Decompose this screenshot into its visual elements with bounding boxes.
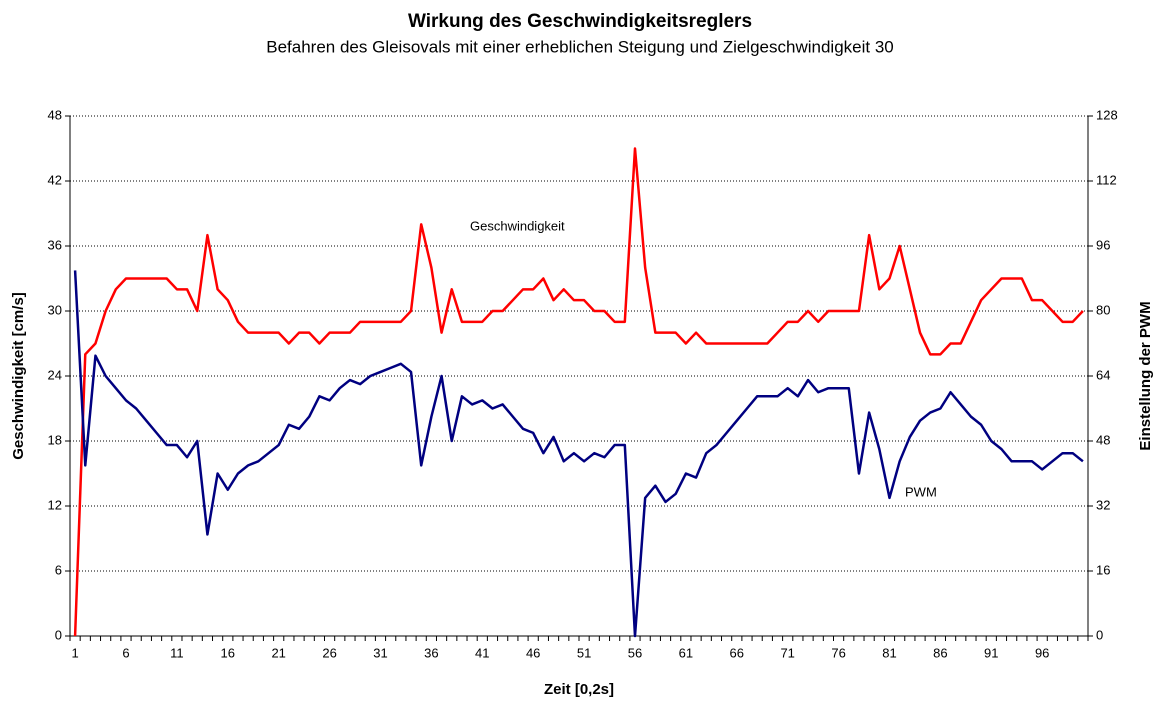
x-tick-label: 76: [831, 645, 845, 660]
x-axis-label: Zeit [0,2s]: [544, 681, 614, 698]
y2-tick-label: 96: [1096, 237, 1110, 252]
y-tick-label: 24: [48, 367, 62, 382]
y-tick-label: 36: [48, 237, 62, 252]
y2-tick-label: 48: [1096, 432, 1110, 447]
y2-tick-label: 0: [1096, 627, 1103, 642]
x-tick-label: 6: [122, 645, 129, 660]
y-tick-label: 18: [48, 432, 62, 447]
series-line: [73, 147, 1084, 637]
y2-tick-label: 64: [1096, 367, 1110, 382]
series-label: PWM: [905, 484, 937, 499]
y2-tick-label: 32: [1096, 497, 1110, 512]
x-tick-label: 41: [475, 645, 489, 660]
x-tick-label: 91: [984, 645, 998, 660]
x-tick-label: 46: [526, 645, 540, 660]
y-tick-label: 48: [48, 107, 62, 122]
series-label: Geschwindigkeit: [470, 218, 565, 233]
x-tick-label: 61: [679, 645, 693, 660]
x-tick-label: 71: [780, 645, 794, 660]
x-tick-label: 51: [577, 645, 591, 660]
x-tick-label: 56: [628, 645, 642, 660]
x-tick-label: 11: [170, 645, 184, 660]
y2-tick-label: 16: [1096, 562, 1110, 577]
y-tick-label: 12: [48, 497, 62, 512]
y2-tick-label: 128: [1096, 107, 1118, 122]
y2-tick-label: 80: [1096, 302, 1110, 317]
y2-axis-label: Einstellung der PWM: [1137, 301, 1154, 450]
x-tick-label: 1: [71, 645, 78, 660]
x-tick-label: 66: [730, 645, 744, 660]
x-tick-label: 31: [373, 645, 387, 660]
y2-tick-label: 112: [1096, 172, 1117, 187]
series-line: [73, 270, 1084, 638]
x-tick-label: 21: [271, 645, 285, 660]
y-axis-label: Geschwindigkeit [cm/s]: [10, 292, 27, 460]
x-tick-label: 26: [322, 645, 336, 660]
x-tick-label: 81: [882, 645, 896, 660]
y-tick-label: 6: [55, 562, 62, 577]
x-tick-label: 16: [221, 645, 235, 660]
y-tick-label: 42: [48, 172, 62, 187]
chart-title: Wirkung des Geschwindigkeitsreglers: [408, 11, 752, 32]
x-tick-label: 36: [424, 645, 438, 660]
x-tick-label: 86: [933, 645, 947, 660]
x-tick-label: 96: [1035, 645, 1049, 660]
chart-subtitle: Befahren des Gleisovals mit einer erhebl…: [266, 37, 893, 56]
y-tick-label: 30: [48, 302, 62, 317]
y-tick-label: 0: [55, 627, 62, 642]
